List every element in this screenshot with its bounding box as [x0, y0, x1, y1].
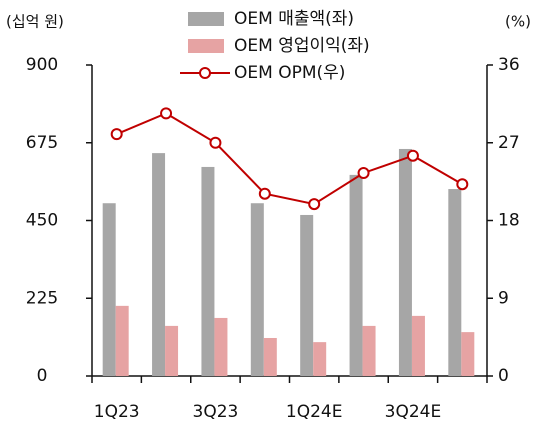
- y-tick-label: 900: [26, 55, 58, 75]
- bar: [349, 174, 363, 376]
- line-marker: [406, 149, 419, 162]
- line-marker: [456, 178, 469, 191]
- line: [116, 112, 463, 206]
- bar: [152, 153, 166, 376]
- bar: [102, 203, 116, 376]
- legend-swatch: [199, 67, 211, 79]
- legend-label: OEM 영업이익(좌): [234, 36, 370, 56]
- y2-tick-label: 18: [498, 211, 520, 231]
- legend-label: OEM OPM(우): [234, 63, 345, 83]
- y-tick-label: 450: [26, 211, 58, 231]
- y-unit: (십억 원): [6, 13, 64, 31]
- bar: [263, 337, 277, 376]
- bar: [398, 148, 412, 376]
- bar: [448, 189, 462, 376]
- y2-tick-label: 9: [498, 288, 509, 308]
- x-tick-label: 3Q23: [193, 402, 239, 422]
- line-marker: [357, 166, 370, 179]
- bar: [411, 315, 425, 376]
- bar: [201, 166, 215, 376]
- line-marker: [110, 128, 123, 141]
- bar: [250, 203, 264, 376]
- x-tick-label: 3Q24E: [385, 402, 442, 422]
- x-tick-label: 1Q23: [94, 402, 140, 422]
- y-tick-label: 0: [37, 366, 48, 386]
- y-tick-label: 225: [26, 288, 58, 308]
- line-marker: [209, 136, 222, 149]
- legend-swatch: [188, 12, 224, 26]
- bar: [115, 305, 129, 376]
- legend-label: OEM 매출액(좌): [234, 9, 354, 29]
- legend-swatch: [188, 39, 224, 53]
- bar: [165, 325, 179, 376]
- bar: [313, 342, 327, 376]
- line-marker: [308, 198, 321, 211]
- y-tick-label: 675: [26, 133, 58, 153]
- line-marker: [160, 107, 173, 120]
- line-marker: [258, 187, 271, 200]
- x-tick-label: 1Q24E: [286, 402, 343, 422]
- bar: [362, 325, 376, 376]
- bar: [461, 332, 475, 376]
- y2-tick-label: 27: [498, 133, 520, 153]
- y2-unit: (%): [505, 13, 531, 31]
- bar: [214, 317, 228, 376]
- y2-tick-label: 0: [498, 366, 509, 386]
- bar: [300, 214, 314, 376]
- y2-tick-label: 36: [498, 55, 520, 75]
